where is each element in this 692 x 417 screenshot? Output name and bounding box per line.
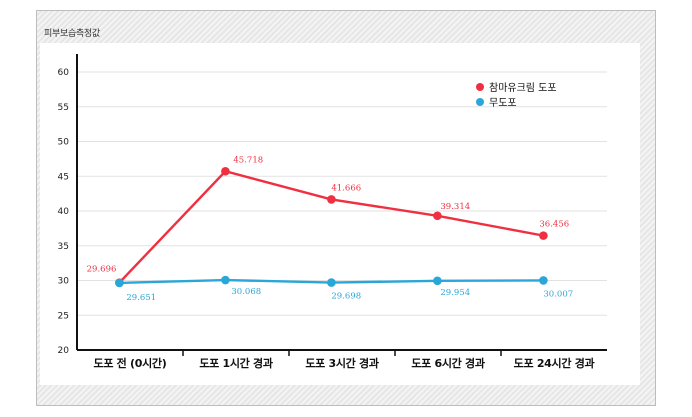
y-tick-label: 35 <box>58 242 69 252</box>
x-tick-label: 도포 1시간 경과 <box>199 356 273 370</box>
data-label: 29.651 <box>126 293 156 303</box>
data-label: 36.456 <box>539 220 569 230</box>
x-tick-label: 도포 24시간 경과 <box>514 356 595 370</box>
y-tick-label: 25 <box>58 311 69 321</box>
x-tick-label: 도포 6시간 경과 <box>411 356 485 370</box>
x-tick-label: 도포 3시간 경과 <box>305 356 379 370</box>
y-axis-label: 피부보습측정값 <box>44 29 100 39</box>
data-label: 45.718 <box>233 155 263 165</box>
series-group: 29.696 45.718 41.666 39.314 36.456 29.651 30.0… <box>87 155 574 303</box>
axes: 20 25 30 35 40 45 50 55 60 도포 전 (0시간) 도포 1시간 경과 도포 … <box>58 54 607 370</box>
data-point <box>221 166 230 176</box>
y-tick-label: 40 <box>58 207 70 217</box>
data-point <box>327 195 336 204</box>
data-label: 29.696 <box>87 265 117 275</box>
y-tick-label: 30 <box>58 277 70 287</box>
data-label: 30.007 <box>543 289 573 299</box>
data-point <box>327 278 336 287</box>
data-label: 39.314 <box>440 202 470 212</box>
y-tick-label: 45 <box>58 172 69 182</box>
data-label: 29.698 <box>331 292 361 302</box>
data-point <box>115 278 124 288</box>
x-tick-label: 도포 전 (0시간) <box>94 356 167 370</box>
data-label: 29.954 <box>440 288 470 298</box>
y-tick-label: 50 <box>58 138 70 148</box>
legend-marker <box>476 83 484 91</box>
data-point <box>433 211 442 221</box>
data-point <box>433 276 442 286</box>
legend-label: 참마유크림 도포 <box>489 82 557 94</box>
legend-label: 무도포 <box>489 98 517 109</box>
y-tick-label: 55 <box>58 103 69 113</box>
legend-marker <box>476 98 484 106</box>
y-tick-label: 60 <box>58 68 70 78</box>
grid-lines <box>77 71 607 316</box>
y-tick-label: 20 <box>58 346 70 356</box>
data-point <box>539 276 548 285</box>
data-label: 41.666 <box>331 183 361 193</box>
plot-panel <box>40 43 640 385</box>
data-label: 30.068 <box>231 287 261 297</box>
data-point <box>221 275 230 285</box>
data-point <box>539 231 548 240</box>
